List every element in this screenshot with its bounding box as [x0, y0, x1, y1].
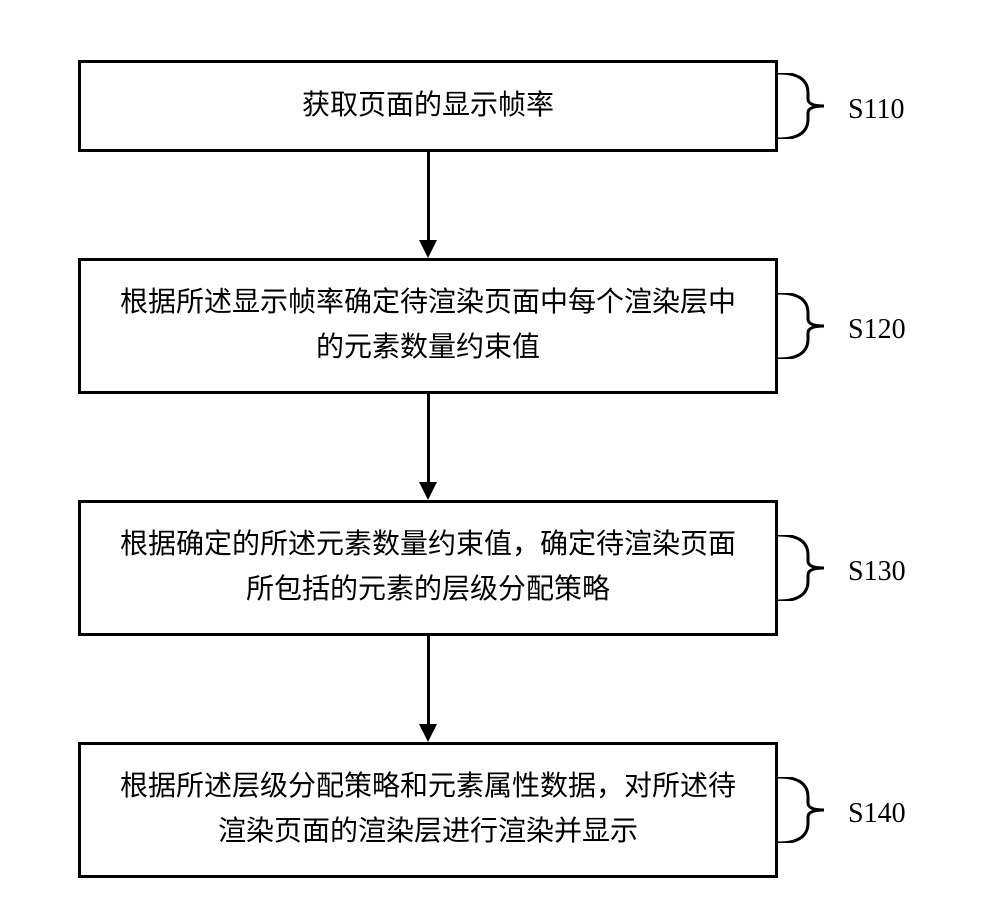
- brace-s110: [778, 73, 848, 139]
- step-label-s140-text: S140: [848, 798, 906, 829]
- step-label-s120-text: S120: [848, 314, 906, 345]
- step-label-s130: S130: [848, 556, 906, 588]
- arrowhead-s130-s140: [419, 724, 437, 742]
- flow-node-s130-text: 根据确定的所述元素数量约束值，确定待渲染页面 所包括的元素的层级分配策略: [120, 523, 736, 613]
- flow-node-s110-text: 获取页面的显示帧率: [302, 84, 554, 129]
- step-label-s110: S110: [848, 94, 905, 126]
- brace-s140: [778, 777, 848, 843]
- flow-node-s130: 根据确定的所述元素数量约束值，确定待渲染页面 所包括的元素的层级分配策略: [78, 500, 778, 636]
- connector-s120-s130: [427, 394, 430, 482]
- step-label-s130-text: S130: [848, 556, 906, 587]
- arrowhead-s120-s130: [419, 482, 437, 500]
- arrowhead-s110-s120: [419, 240, 437, 258]
- connector-s110-s120: [427, 152, 430, 240]
- flow-node-s120-text: 根据所述显示帧率确定待渲染页面中每个渲染层中 的元素数量约束值: [120, 281, 736, 371]
- flow-node-s110: 获取页面的显示帧率: [78, 60, 778, 152]
- flow-node-s120: 根据所述显示帧率确定待渲染页面中每个渲染层中 的元素数量约束值: [78, 258, 778, 394]
- step-label-s140: S140: [848, 798, 906, 830]
- step-label-s120: S120: [848, 314, 906, 346]
- connector-s130-s140: [427, 636, 430, 724]
- brace-s130: [778, 535, 848, 601]
- step-label-s110-text: S110: [848, 94, 905, 125]
- flow-node-s140-text: 根据所述层级分配策略和元素属性数据，对所述待 渲染页面的渲染层进行渲染并显示: [120, 765, 736, 855]
- brace-s120: [778, 293, 848, 359]
- flowchart-canvas: 获取页面的显示帧率 S110 根据所述显示帧率确定待渲染页面中每个渲染层中 的元…: [0, 0, 1000, 919]
- flow-node-s140: 根据所述层级分配策略和元素属性数据，对所述待 渲染页面的渲染层进行渲染并显示: [78, 742, 778, 878]
